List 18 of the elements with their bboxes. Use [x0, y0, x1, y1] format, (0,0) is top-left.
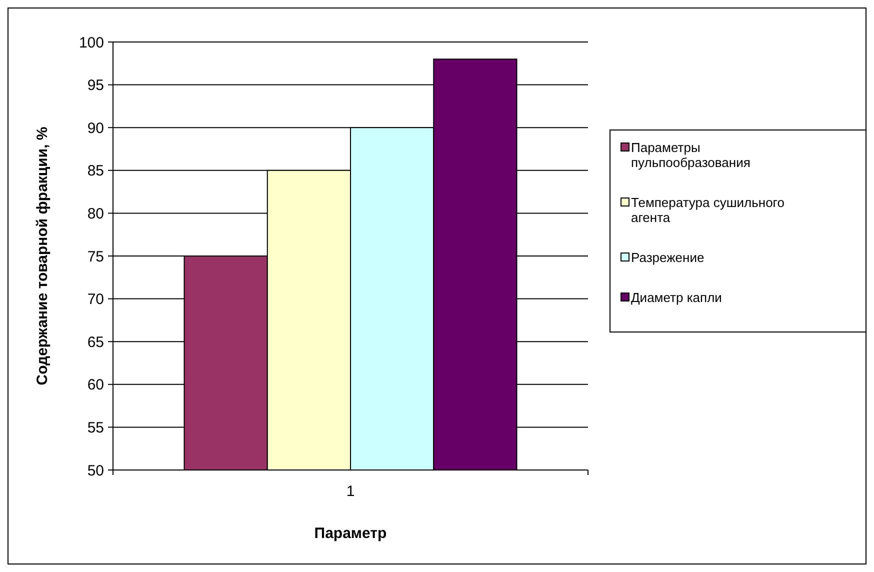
y-tick-label: 60	[87, 376, 104, 394]
y-tick-label: 50	[87, 462, 104, 480]
legend-label: Диаметр капли	[631, 290, 722, 305]
y-tick-label: 55	[87, 419, 104, 436]
legend-label: Разрежение	[631, 250, 704, 265]
y-axis-title: Содержание товарной фракции, %	[34, 126, 51, 386]
y-tick-label: 90	[87, 120, 104, 137]
y-tick-label: 100	[78, 34, 104, 52]
y-tick-label: 85	[87, 162, 104, 180]
x-axis-title: Параметр	[314, 525, 387, 542]
legend-label: Параметры пульпообразования	[631, 140, 750, 170]
x-tick-label: 1	[346, 483, 355, 500]
y-tick-label: 65	[87, 334, 104, 351]
y-tick-label: 95	[87, 77, 104, 94]
y-tick-label: 70	[87, 291, 104, 308]
y-tick-label: 80	[87, 205, 104, 222]
y-tick-label: 75	[87, 248, 104, 266]
legend-label: Температура сушильного агента	[631, 195, 784, 225]
